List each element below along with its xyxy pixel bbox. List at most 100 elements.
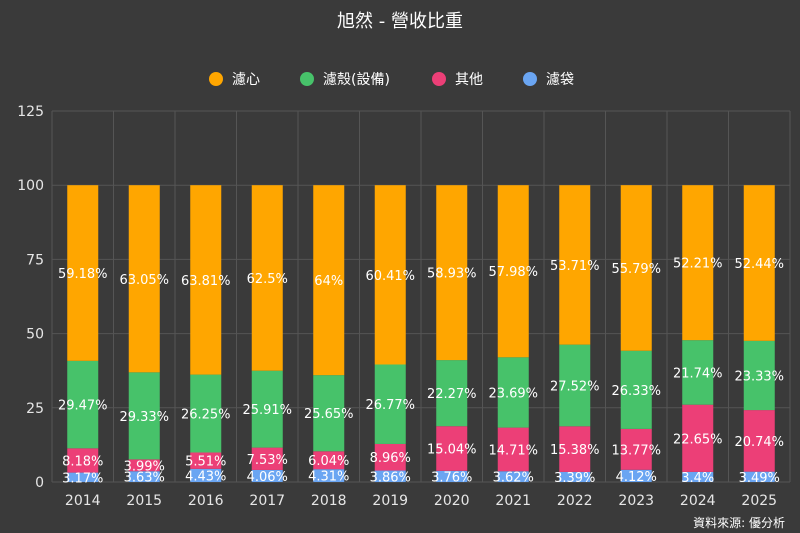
bar-2025-series-3	[743, 185, 775, 341]
data-label-2017-series-2: 25.91%	[242, 403, 292, 418]
x-tick-label-2015: 2015	[126, 493, 162, 509]
data-label-2022-series-2: 27.52%	[550, 379, 600, 394]
bar-2015-series-3	[128, 185, 160, 373]
data-label-2018-series-3: 64%	[314, 274, 343, 289]
bar-2021-series-1	[497, 427, 529, 472]
bar-2024-series-1	[682, 404, 714, 472]
data-label-2022-series-1: 15.38%	[550, 443, 600, 458]
data-label-2021-series-1: 14.71%	[488, 443, 538, 458]
data-label-2025-series-2: 23.33%	[734, 369, 784, 384]
data-label-2021-series-2: 23.69%	[488, 386, 538, 401]
data-label-2017-series-3: 62.5%	[247, 272, 288, 287]
bar-2023-series-1	[620, 428, 652, 470]
data-label-2025-series-3: 52.44%	[734, 257, 784, 272]
data-label-2017-series-1: 7.53%	[247, 453, 288, 468]
x-axis: 2014 2015 2016 2017 2018 2019 2020 2021 2022 2023…	[65, 493, 777, 509]
x-tick-label-2023: 2023	[618, 493, 654, 509]
data-label-2017-series-0: 4.06%	[247, 470, 288, 485]
data-label-2020-series-2: 22.27%	[427, 387, 477, 402]
x-tick-label-2014: 2014	[65, 493, 101, 509]
data-label-2023-series-1: 13.77%	[611, 443, 661, 458]
bar-2022-series-2	[559, 344, 591, 427]
bar-2023-series-2	[620, 350, 652, 429]
y-tick-label-75: 75	[26, 252, 44, 268]
legend-marker-3	[523, 72, 537, 86]
bar-2020-series-2	[436, 360, 468, 427]
bar-2016-series-3	[190, 185, 222, 375]
x-tick-label-2017: 2017	[249, 493, 285, 509]
bar-2017-series-3	[251, 185, 283, 371]
bar-2014-series-0	[67, 472, 99, 482]
bar-2022-series-1	[559, 426, 591, 472]
bar-2018-series-0	[313, 469, 345, 482]
source-note: 資料來源: 優分析	[693, 516, 785, 530]
bar-2015-series-0	[128, 471, 160, 482]
bar-2022-series-0	[559, 471, 591, 482]
bar-2025-series-2	[743, 340, 775, 411]
data-label-2019-series-1: 8.96%	[370, 451, 411, 466]
data-label-2016-series-3: 63.81%	[181, 274, 231, 289]
y-tick-label-125: 125	[17, 104, 44, 120]
bar-2025-series-0	[743, 471, 775, 482]
bar-2021-series-2	[497, 357, 529, 428]
data-label-2015-series-3: 63.05%	[119, 273, 169, 288]
bar-2017-series-0	[251, 469, 283, 482]
data-label-2024-series-1: 22.65%	[673, 432, 723, 447]
data-label-2020-series-1: 15.04%	[427, 443, 477, 458]
data-label-2023-series-2: 26.33%	[611, 384, 661, 399]
x-tick-label-2024: 2024	[680, 493, 716, 509]
data-label-2021-series-3: 57.98%	[488, 265, 538, 280]
data-label-2020-series-0: 3.76%	[431, 470, 472, 485]
bar-2023-series-3	[620, 185, 652, 351]
bar-2020-series-1	[436, 426, 468, 471]
bar-2024-series-2	[682, 340, 714, 405]
data-label-2019-series-2: 26.77%	[365, 398, 415, 413]
data-label-2020-series-3: 58.93%	[427, 267, 477, 282]
bar-2019-series-0	[374, 470, 406, 482]
data-label-2025-series-1: 20.74%	[734, 435, 784, 450]
y-tick-label-0: 0	[35, 475, 44, 491]
bar-2024-series-0	[682, 471, 714, 482]
data-label-2022-series-0: 3.39%	[554, 471, 595, 486]
data-label-2014-series-1: 8.18%	[62, 454, 103, 469]
data-label-2015-series-0: 3.63%	[124, 471, 165, 486]
bar-2023-series-0	[620, 469, 652, 482]
bar-2019-series-3	[374, 185, 406, 365]
data-label-2018-series-2: 25.65%	[304, 407, 354, 422]
bar-2015-series-1	[128, 459, 160, 472]
legend-marker-0	[209, 72, 223, 86]
data-label-2022-series-3: 53.71%	[550, 259, 600, 274]
bar-2019-series-1	[374, 443, 406, 471]
bar-2016-series-0	[190, 468, 222, 482]
bar-2020-series-0	[436, 470, 468, 482]
bar-2017-series-1	[251, 447, 283, 470]
bars	[67, 185, 775, 482]
data-label-2014-series-3: 59.18%	[58, 267, 108, 282]
y-tick-label-100: 100	[17, 178, 44, 194]
data-labels: 3.17% 8.18% 29.47% 59.18% 3.63%3.99% 29.33% 63…	[58, 257, 784, 487]
bar-2014-series-1	[67, 448, 99, 473]
data-label-2024-series-2: 21.74%	[673, 366, 723, 381]
bar-2018-series-2	[313, 375, 345, 452]
x-tick-label-2022: 2022	[557, 493, 593, 509]
data-label-2015-series-2: 29.33%	[119, 410, 169, 425]
legend-label-3: 濾袋	[546, 72, 574, 88]
data-label-2014-series-0: 3.17%	[62, 471, 103, 486]
data-label-2019-series-0: 3.86%	[370, 470, 411, 485]
bar-2015-series-2	[128, 372, 160, 460]
data-label-2014-series-2: 29.47%	[58, 399, 108, 414]
y-axis: 0 25 50 75 100 125	[17, 104, 44, 491]
bar-2017-series-2	[251, 370, 283, 448]
legend-label-0: 濾心	[232, 72, 260, 88]
bar-2025-series-1	[743, 410, 775, 472]
grid	[51, 110, 791, 483]
chart-title: 旭然 - 營收比重	[337, 11, 463, 32]
data-label-2016-series-2: 26.25%	[181, 408, 231, 423]
bar-2020-series-3	[436, 185, 468, 361]
data-label-2025-series-0: 3.49%	[739, 471, 780, 486]
data-label-2018-series-1: 6.04%	[308, 454, 349, 469]
bar-2022-series-3	[559, 185, 591, 345]
x-tick-label-2016: 2016	[188, 493, 224, 509]
